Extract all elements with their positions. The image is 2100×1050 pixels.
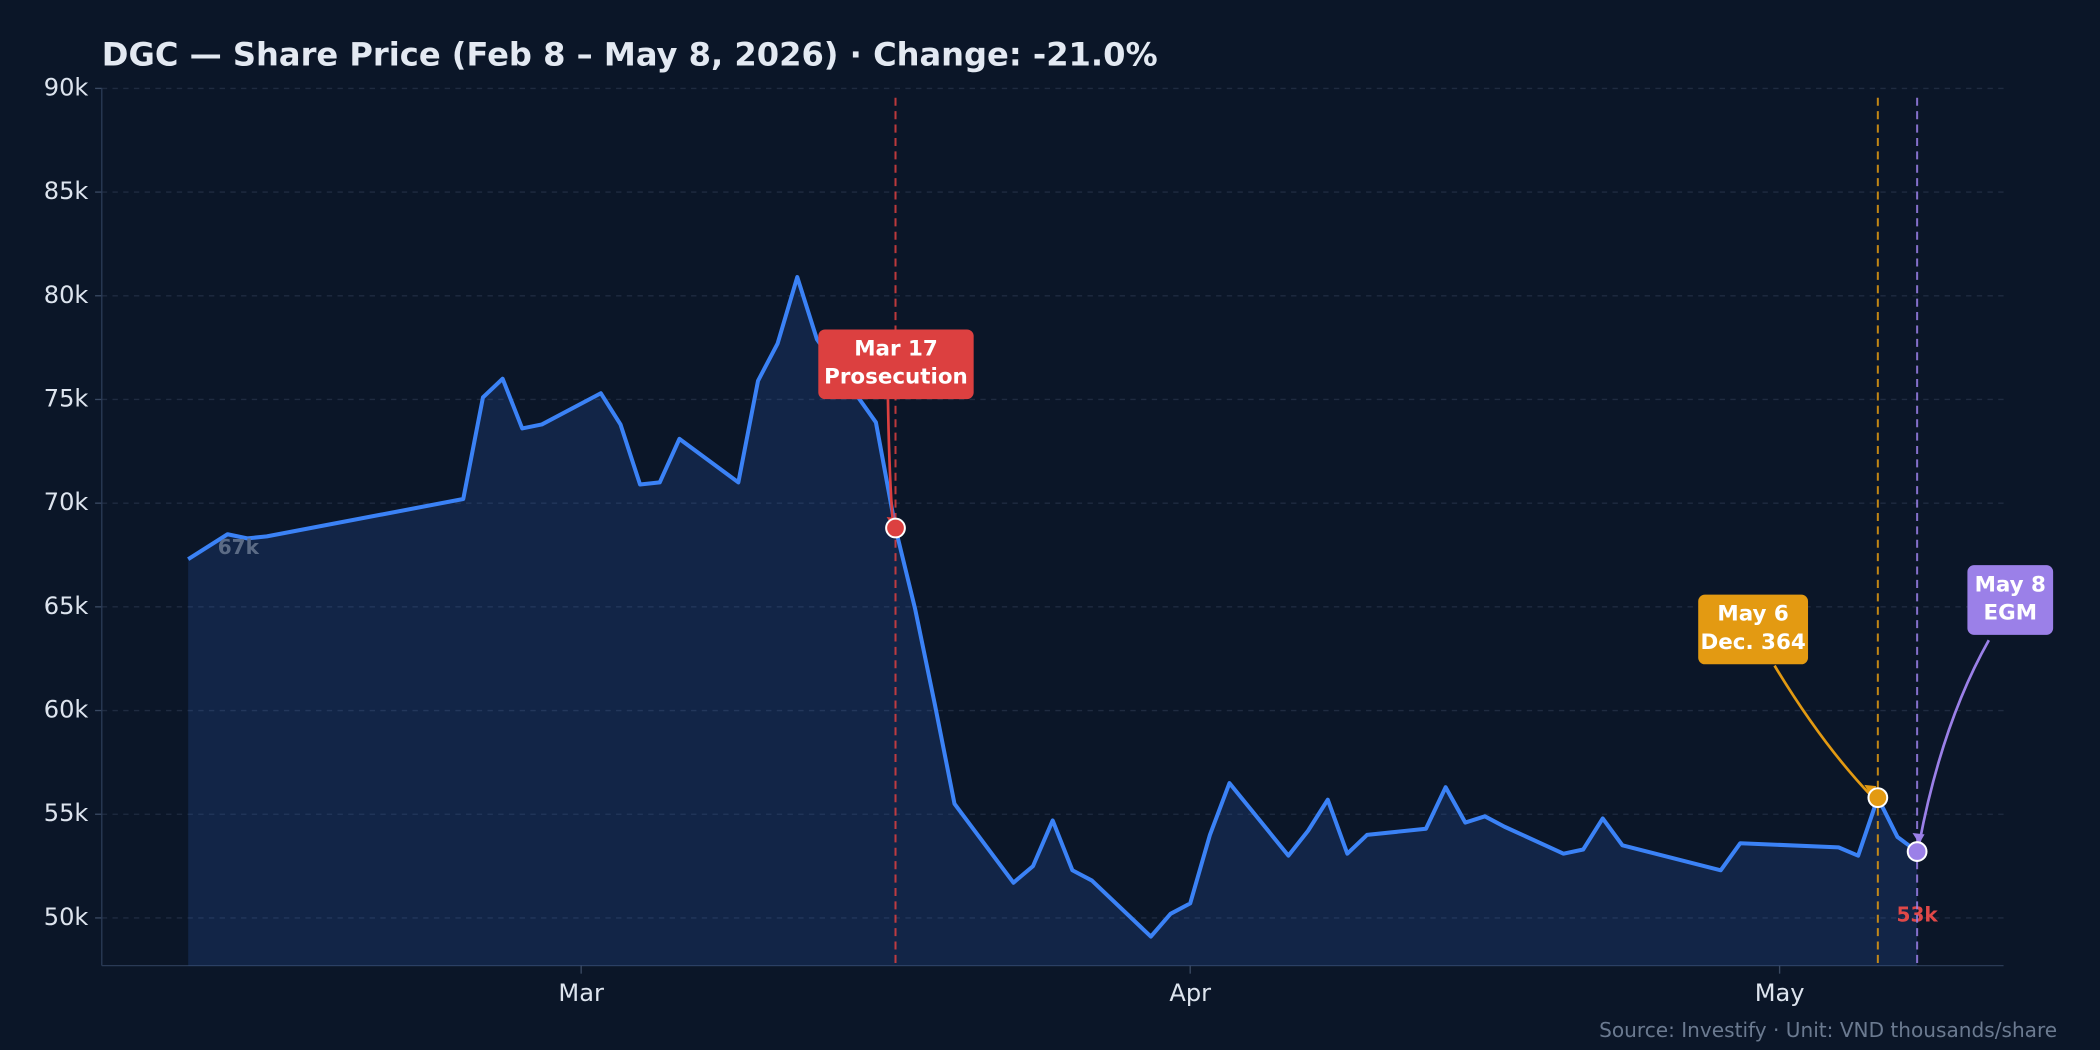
y-tick-label: 85k bbox=[44, 177, 89, 205]
event-date: May 8 bbox=[1975, 572, 2046, 597]
event-label: Prosecution bbox=[824, 365, 968, 390]
event-arrow bbox=[886, 399, 895, 528]
y-tick-label: 50k bbox=[44, 903, 89, 931]
y-tick-label: 90k bbox=[44, 73, 89, 101]
event-marker bbox=[1867, 787, 1889, 809]
event-box bbox=[1967, 565, 2054, 635]
y-tick-label: 70k bbox=[44, 488, 89, 516]
y-tick-label: 65k bbox=[44, 592, 89, 620]
arrow-head bbox=[1864, 784, 1877, 796]
arrow-head bbox=[1912, 833, 1925, 844]
y-tick-label: 80k bbox=[44, 281, 89, 309]
x-tick-label: May bbox=[1755, 979, 1805, 1007]
event-date: May 6 bbox=[1717, 602, 1788, 627]
chart-title: DGC — Share Price (Feb 8 – May 8, 2026) … bbox=[102, 35, 1158, 73]
area bbox=[188, 277, 1918, 966]
source-note: Source: Investify · Unit: VND thousands/… bbox=[1599, 1018, 2057, 1042]
event-box bbox=[1698, 594, 1809, 665]
x-tick-label: Apr bbox=[1169, 979, 1211, 1007]
event-box bbox=[818, 329, 974, 400]
event-date: Mar 17 bbox=[854, 337, 938, 362]
event-arrow bbox=[1773, 664, 1872, 797]
y-tick-label: 75k bbox=[44, 384, 89, 412]
event-marker bbox=[885, 517, 906, 539]
start-label: 67k bbox=[218, 535, 260, 559]
event-marker bbox=[1906, 841, 1928, 862]
y-tick-label: 60k bbox=[44, 696, 89, 724]
x-tick-label: Mar bbox=[558, 979, 604, 1007]
y-tick-label: 55k bbox=[44, 799, 89, 827]
event-label: EGM bbox=[1984, 600, 2038, 625]
event-arrow bbox=[1917, 639, 1991, 844]
price-line bbox=[187, 275, 1919, 939]
event-label: Dec. 364 bbox=[1701, 630, 1806, 655]
